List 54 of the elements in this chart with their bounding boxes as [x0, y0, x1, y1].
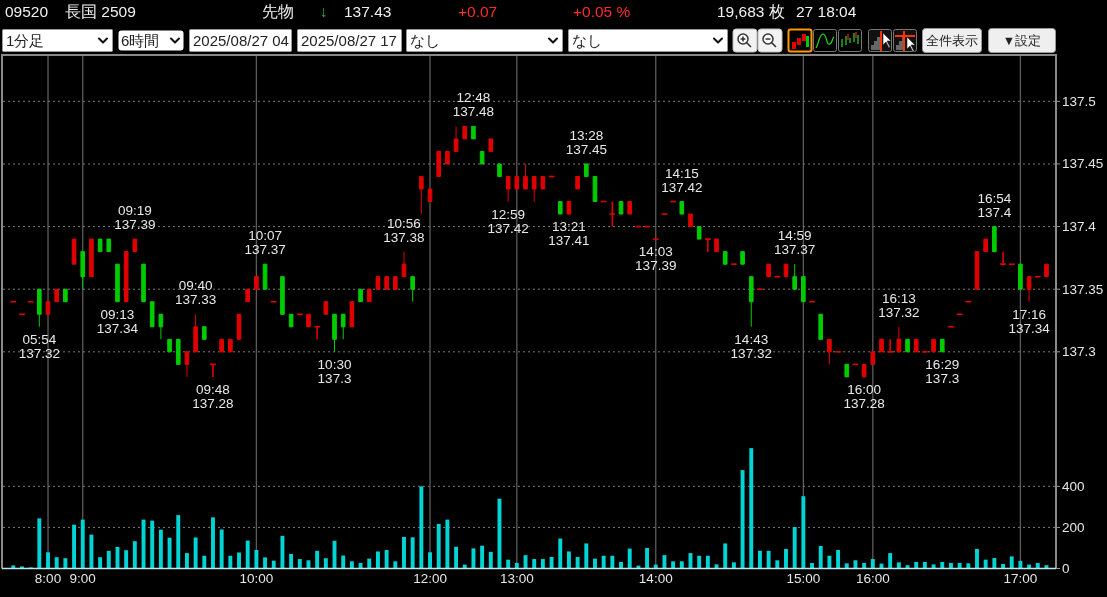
annotation: 16:54 137.4	[977, 190, 1012, 220]
x-tick-label: 17:00	[1003, 571, 1038, 586]
annotation: 09:48 137.28	[192, 381, 234, 411]
text: 27 18:04	[796, 3, 857, 20]
y2-tick-label: 0	[1062, 561, 1070, 576]
text: ▼設定	[1002, 34, 1042, 48]
x-tick-label: 12:00	[413, 571, 447, 586]
annotation: 09:19 137.39	[114, 203, 156, 233]
x-tick-label: 16:00	[855, 571, 890, 586]
annotation: 12:48 137.48	[452, 90, 495, 120]
annotation: 09:40 137.33	[174, 278, 217, 308]
annotation: 10:30 137.3	[317, 356, 352, 386]
text: ↓	[320, 3, 328, 20]
text: なし	[410, 32, 440, 49]
y-tick-label: 137.45	[1062, 156, 1104, 172]
text: 09520	[5, 3, 49, 20]
text: なし	[572, 32, 602, 49]
text: 19,683 枚	[717, 3, 785, 20]
text: +0.07	[458, 3, 498, 20]
x-tick-label: 8:00	[34, 571, 62, 586]
text: 6時間	[121, 32, 160, 49]
y-tick-label: 137.4	[1062, 219, 1097, 235]
text: 長国 2509	[65, 3, 136, 20]
x-tick-label: 10:00	[239, 571, 274, 586]
annotation: 09:13 137.34	[96, 306, 139, 336]
x-tick-label: 14:00	[638, 571, 673, 586]
y-tick-label: 137.5	[1062, 93, 1096, 109]
annotation: 16:29 137.3	[925, 356, 960, 386]
annotation: 10:56 137.38	[383, 215, 425, 245]
annotation: 14:15 137.42	[661, 165, 703, 195]
annotation: 13:21 137.41	[548, 219, 590, 249]
annotation: 16:00 137.28	[843, 381, 885, 411]
annotation: 16:13 137.32	[878, 290, 920, 320]
annotation: 14:59 137.37	[774, 228, 816, 258]
y2-tick-label: 200	[1062, 519, 1085, 535]
text: 1分足	[6, 32, 45, 49]
annotation: 17:16 137.34	[1008, 306, 1051, 336]
annotation: 12:59 137.42	[487, 206, 529, 236]
x-tick-label: 15:00	[786, 571, 821, 586]
annotation: 05:54 137.32	[18, 331, 60, 361]
x-tick-label: 9:00	[69, 571, 96, 586]
y2-tick-label: 400	[1062, 478, 1085, 494]
text: 2025/08/27 17	[301, 32, 397, 49]
x-tick-label: 13:00	[499, 571, 534, 586]
y-tick-label: 137.35	[1062, 281, 1104, 297]
text: 137.43	[344, 3, 392, 20]
y-tick-label: 137.3	[1062, 344, 1096, 360]
annotation: 14:43 137.32	[730, 331, 772, 361]
text: +0.05 %	[573, 3, 631, 20]
text: 全件表示	[926, 34, 978, 48]
text: 先物	[262, 3, 294, 20]
annotation: 10:07 137.37	[244, 228, 286, 258]
annotation: 13:28 137.45	[565, 127, 607, 157]
annotation: 14:03 137.39	[635, 244, 677, 274]
